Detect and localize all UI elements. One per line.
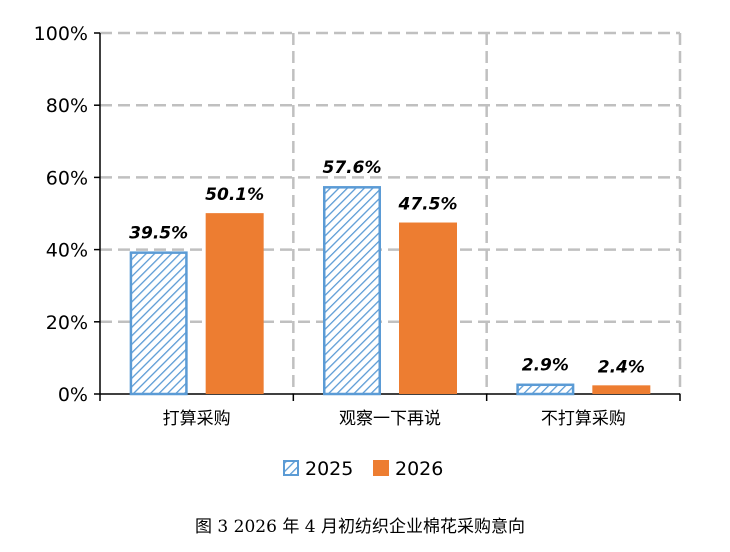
- y-tick-label: 60%: [46, 167, 88, 189]
- bar-2025: [129, 251, 188, 396]
- y-tick-label: 80%: [46, 95, 88, 117]
- data-label: 47.5%: [398, 195, 458, 215]
- legend-label-2025: 2025: [305, 458, 353, 480]
- data-label: 2.4%: [598, 357, 645, 377]
- bar-2025: [516, 383, 575, 396]
- legend-swatch-2025: [283, 460, 299, 476]
- data-label: 57.6%: [323, 158, 382, 178]
- axes: 0% 20% 40% 60% 80% 100% 打算采购 观察一下再说 不打算采购: [34, 23, 681, 429]
- y-tick-label: 0%: [58, 384, 88, 406]
- data-label: 2.9%: [522, 356, 569, 376]
- legend-label-2026: 2026: [395, 458, 443, 480]
- y-tick-label: 100%: [34, 23, 88, 45]
- data-label: 50.1%: [205, 185, 264, 205]
- chart-caption: 图 3 2026 年 4 月初纺织企业棉花采购意向: [195, 517, 525, 537]
- legend-swatch-2026: [373, 460, 389, 476]
- data-label: 39.5%: [129, 223, 188, 243]
- x-category-label: 不打算采购: [541, 409, 626, 429]
- legend: 2025 2026: [283, 458, 443, 480]
- grid: [100, 31, 682, 394]
- bar-2026: [205, 213, 264, 394]
- x-category-label: 观察一下再说: [339, 409, 441, 429]
- bar-2025: [323, 186, 381, 396]
- x-category-label: 打算采购: [163, 409, 231, 429]
- bar-2026: [399, 222, 457, 394]
- data-labels: 39.5% 57.6% 2.9% 50.1% 47.5% 2.4%: [129, 158, 645, 377]
- bars: [129, 186, 651, 396]
- bar-2026: [592, 385, 651, 394]
- y-tick-label: 20%: [46, 312, 88, 334]
- y-tick-label: 40%: [46, 240, 88, 262]
